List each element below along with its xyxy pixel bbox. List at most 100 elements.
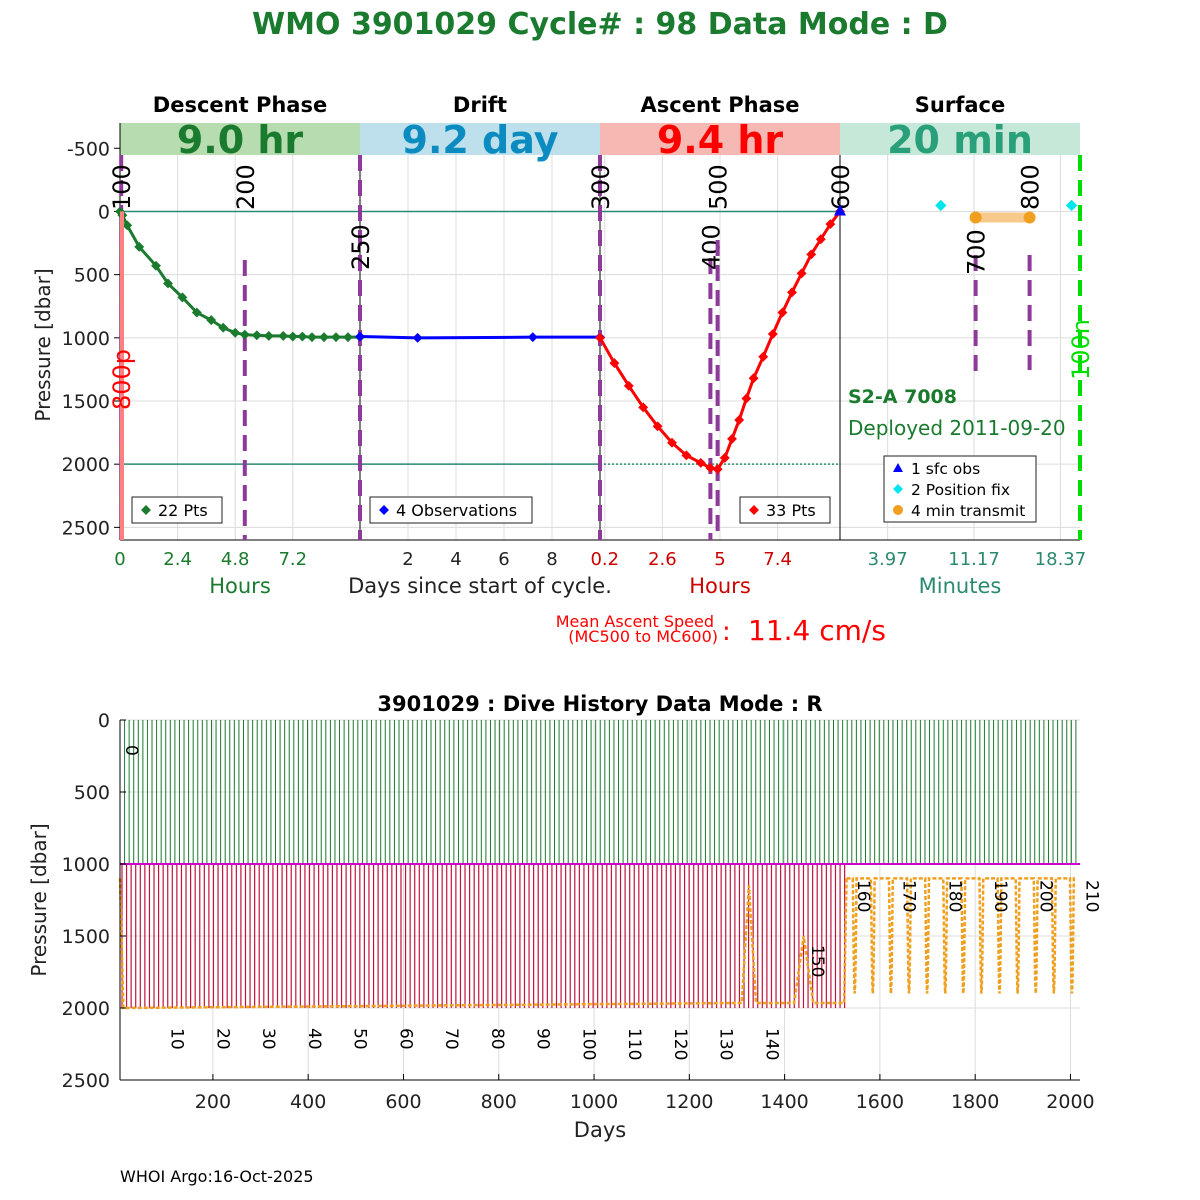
x-tick-label: 3.97 [868,549,908,570]
position-fix-point [935,199,947,212]
phase-marker-label: 100n [1067,319,1095,380]
series-point [623,380,634,391]
series-point [758,351,769,362]
y-tick-label: -500 [67,138,110,160]
series-point [719,452,730,463]
phase-duration: 9.0 hr [177,118,304,162]
y-tick-label: 0 [98,710,110,732]
series-point [134,241,145,252]
y-tick-label: 500 [74,265,110,287]
series-point [263,330,274,341]
cycle-label: 80 [487,1028,507,1050]
cycle-label: 70 [441,1028,461,1050]
phase-banner [840,123,1080,155]
cycle-label: 140 [761,1028,781,1060]
legend-marker [893,505,903,515]
series-point [287,331,298,342]
cycle-label: 10 [167,1028,187,1050]
legend-box [369,496,533,524]
phase-name: Drift [453,93,507,117]
surface-legend-box [883,455,1037,523]
y-axis-label: Pressure [dbar] [27,823,51,976]
x-tick-label: 1400 [760,1091,808,1113]
transmit-point [1023,211,1036,224]
legend-marker [893,463,903,472]
x-tick-label: 5 [714,549,725,570]
cycle-label: 60 [395,1028,415,1050]
series-point [695,457,706,468]
x-tick-label: 2000 [1046,1091,1094,1113]
x-tick-label: 4 [450,549,461,570]
y-tick-label: 2000 [62,454,110,476]
cycle-label: 190 [990,880,1010,912]
series-point [206,315,217,326]
x-tick-label: 600 [385,1091,421,1113]
x-tick-label: 2 [402,549,413,570]
ascent-speed-separator: : [722,617,731,647]
series-point [527,332,538,343]
legend-label: 1 sfc obs [911,460,980,478]
x-tick-label: 0.2 [590,549,619,570]
series-point [163,278,173,289]
legend-label: 4 Observations [396,501,517,520]
phase-banner [120,123,360,155]
x-tick-label: 6 [498,549,509,570]
cycle-label: 210 [1081,880,1101,912]
page-title: WMO 3901029 Cycle# : 98 Data Mode : D [252,7,948,42]
phase-duration: 9.2 day [402,118,559,162]
x-unit-label: Minutes [919,574,1002,598]
y-tick-label: 1000 [62,854,110,876]
x-tick-label: 4.8 [221,549,250,570]
series-point [331,332,341,343]
phase-marker-label: 700 [963,229,991,275]
legend-marker [141,505,151,515]
dive-history-title: 3901029 : Dive History Data Mode : R [377,692,822,716]
series-point [595,332,605,343]
x-axis-label: Days since start of cycle. [348,574,612,598]
y-tick-label: 500 [74,782,110,804]
series-point [667,437,677,448]
phase-marker-label: 400 [697,224,725,270]
x-tick-label: 400 [290,1091,326,1113]
series-line-drift [359,335,600,340]
cycle-label: 30 [258,1028,278,1050]
series-point [122,220,133,231]
cycle-label: 170 [899,880,919,912]
x-tick-label: 1800 [951,1091,999,1113]
series-point [251,330,262,341]
series-point [151,260,161,271]
x-tick-label: 1600 [856,1091,904,1113]
phase-marker-label: 250 [347,224,375,270]
series-point [767,329,778,339]
series-point [177,292,188,303]
series-point [705,463,716,473]
float-id: S2-A 7008 [848,386,957,408]
series-point [278,330,289,341]
surface-obs-point [834,204,846,216]
phase-name: Ascent Phase [641,93,800,117]
series-line-descent [118,210,360,339]
ascent-speed-sublabel: (MC500 to MC600) [568,627,718,646]
phase-banner [600,123,840,155]
x-tick-label: 11.17 [948,549,1000,570]
cycle-label: 100 [578,1028,598,1060]
legend-marker [749,505,759,515]
x-tick-label: 2.6 [648,549,677,570]
series-point [355,331,365,342]
x-unit-label: Hours [209,574,271,598]
series-point [609,358,620,369]
cycle-label: 20 [212,1028,232,1050]
series-point [239,329,250,340]
x-tick-label: 2.4 [163,549,192,570]
y-tick-label: 1000 [62,328,110,350]
y-axis-label: Pressure [dbar] [31,268,55,421]
x-tick-label: 7.4 [763,549,792,570]
x-tick-label: 800 [481,1091,517,1113]
cycle-label: 40 [304,1028,324,1050]
phase-marker-label: 300 [587,164,615,210]
cycle-label: 150 [807,945,827,977]
phase-marker-label: 500 [705,164,733,210]
series-point [777,307,788,318]
